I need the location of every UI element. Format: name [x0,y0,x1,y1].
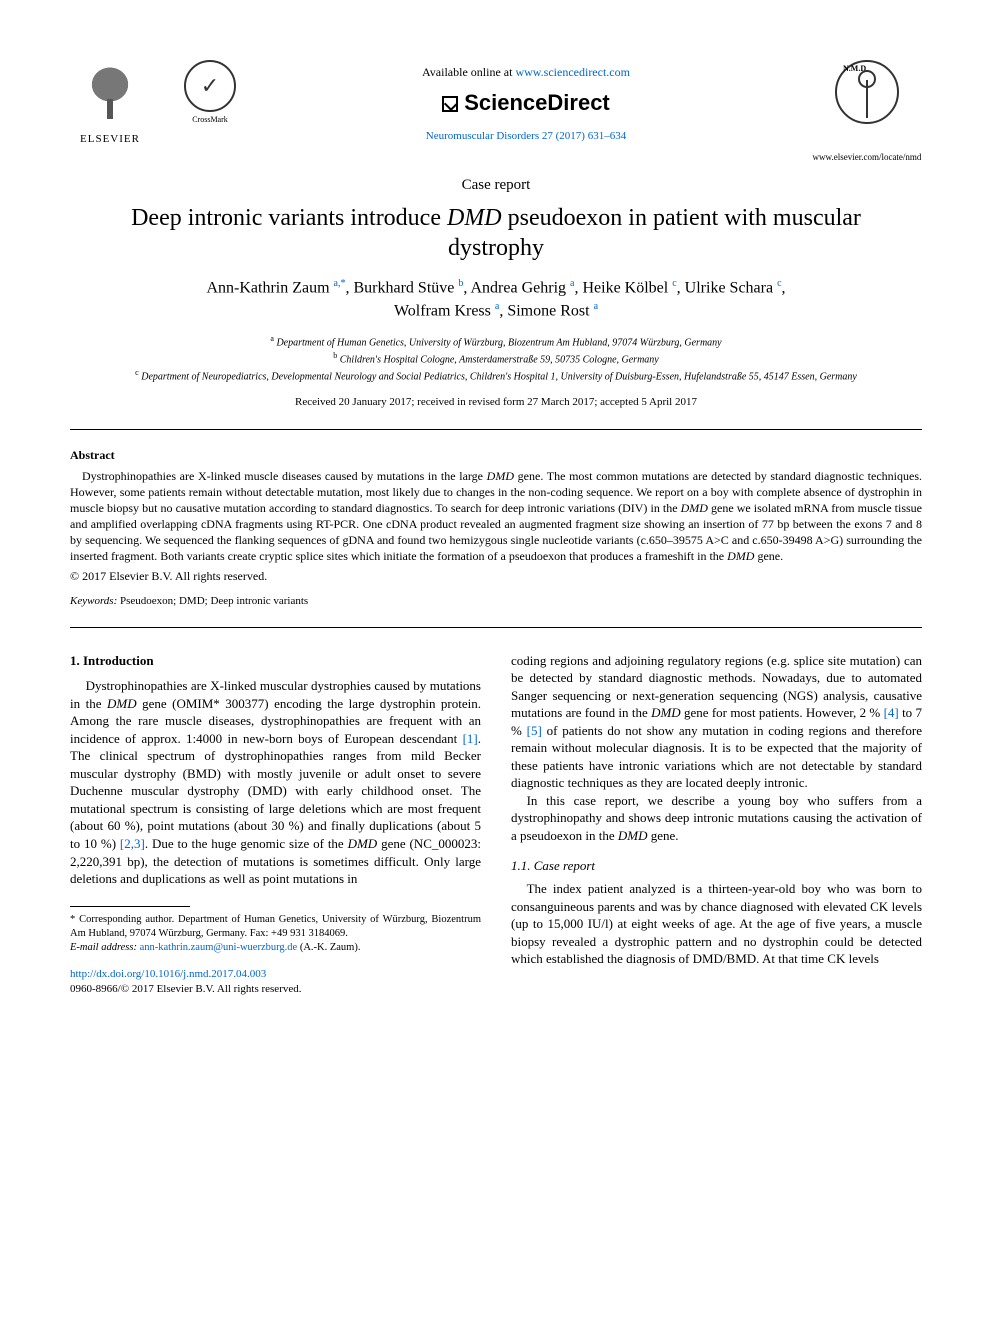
abstract-copyright: © 2017 Elsevier B.V. All rights reserved… [70,569,922,585]
elsevier-logo: ELSEVIER [70,60,150,150]
available-online: Available online at www.sciencedirect.co… [240,65,812,81]
authors: Ann-Kathrin Zaum a,*, Burkhard Stüve b, … [70,277,922,322]
abstract-block: Abstract Dystrophinopathies are X-linked… [70,448,922,609]
header-right: N.M.D www.elsevier.com/locate/nmd [812,60,922,164]
author-5: Ulrike Schara [685,280,773,297]
email-label: E-mail address: [70,942,137,953]
nmd-figure-icon: N.M.D [835,60,899,124]
abs-part-6: gene. [754,549,783,563]
left-column: 1. Introduction Dystrophinopathies are X… [70,652,481,997]
doi-line: http://dx.doi.org/10.1016/j.nmd.2017.04.… [70,967,481,982]
abs-part-1: DMD [487,469,514,483]
author-5-aff: c [777,278,781,289]
title-pre: Deep intronic variants introduce [131,205,447,231]
author-1: Ann-Kathrin Zaum [206,280,329,297]
author-7-aff: a [594,301,598,312]
abs-part-3: DMD [681,501,708,515]
author-3-aff: a [570,278,574,289]
sciencedirect-url-link[interactable]: www.sciencedirect.com [515,65,630,79]
crossmark-logo[interactable]: ✓ CrossMark [180,60,240,130]
rp1-2: gene for most patients. However, 2 % [681,705,884,720]
title-post: pseudoexon in patient with muscular dyst… [448,205,861,261]
affiliation-a: Department of Human Genetics, University… [276,337,721,348]
email-suffix: (A.-K. Zaum). [297,942,360,953]
author-6-aff: a [495,301,499,312]
nmd-label: N.M.D [843,64,866,74]
elsevier-tree-icon [70,60,150,130]
affiliation-c: Department of Neuropediatrics, Developme… [141,372,857,383]
rp2-2: gene. [647,828,678,843]
article-dates: Received 20 January 2017; received in re… [70,395,922,409]
ref-4[interactable]: [4] [884,705,899,720]
abstract-heading: Abstract [70,448,922,464]
rp2-0: In this case report, we describe a young… [511,793,922,843]
intro-heading: 1. Introduction [70,652,481,670]
case-report-paragraph: The index patient analyzed is a thirteen… [511,880,922,968]
journal-ref-link[interactable]: Neuromuscular Disorders 27 (2017) 631–63… [426,130,626,142]
author-3: Andrea Gehrig [471,280,567,297]
rp1-1: DMD [651,705,681,720]
nmd-logo: N.M.D [832,60,902,150]
lp-6: . Due to the huge genomic size of the [145,836,348,851]
intro-paragraph-right-2: In this case report, we describe a young… [511,792,922,845]
page-header: ELSEVIER ✓ CrossMark Available online at… [70,60,922,164]
author-2-aff: b [458,278,463,289]
case-report-heading: 1.1. Case report [511,857,922,875]
divider-bottom [70,627,922,628]
issn-line: 0960-8966/© 2017 Elsevier B.V. All right… [70,982,481,997]
corresponding-author-footnote: * Corresponding author. Department of Hu… [70,913,481,941]
article-title: Deep intronic variants introduce DMD pse… [100,203,892,263]
lp-7: DMD [348,836,378,851]
lp-1: DMD [107,696,137,711]
crossmark-icon: ✓ [184,60,236,112]
divider-top [70,429,922,430]
ref-5[interactable]: [5] [527,723,542,738]
affiliation-b: Children's Hospital Cologne, Amsterdamer… [340,354,659,365]
body-columns: 1. Introduction Dystrophinopathies are X… [70,652,922,997]
author-6: Wolfram Kress [394,302,491,319]
rp2-1: DMD [618,828,648,843]
keywords-label: Keywords: [70,595,117,607]
intro-paragraph-left: Dystrophinopathies are X-linked muscular… [70,677,481,888]
abs-part-0: Dystrophinopathies are X-linked muscle d… [82,469,487,483]
email-link[interactable]: ann-kathrin.zaum@uni-wuerzburg.de [140,942,298,953]
abs-part-5: DMD [727,549,754,563]
journal-reference[interactable]: Neuromuscular Disorders 27 (2017) 631–63… [240,129,812,143]
affiliations: a Department of Human Genetics, Universi… [70,333,922,385]
author-2: Burkhard Stüve [354,280,455,297]
header-center: Available online at www.sciencedirect.co… [240,60,812,143]
elsevier-label: ELSEVIER [70,132,150,146]
available-prefix: Available online at [422,65,515,79]
author-1-aff: a,* [334,278,346,289]
sciencedirect-brand: ScienceDirect [240,89,812,118]
ref-1[interactable]: [1] [463,731,478,746]
sciencedirect-icon [442,96,458,112]
corr-text: * Corresponding author. Department of Hu… [70,914,481,939]
author-4-aff: c [672,278,676,289]
header-left-logos: ELSEVIER ✓ CrossMark [70,60,240,150]
intro-paragraph-right-1: coding regions and adjoining regulatory … [511,652,922,792]
keywords-values: Pseudoexon; DMD; Deep intronic variants [117,595,308,607]
sciencedirect-text: ScienceDirect [464,90,610,115]
ref-2-3[interactable]: [2,3] [120,836,145,851]
crossmark-label: CrossMark [180,115,240,125]
author-4: Heike Kölbel [582,280,668,297]
abstract-text: Dystrophinopathies are X-linked muscle d… [70,468,922,565]
right-column: coding regions and adjoining regulatory … [511,652,922,997]
nmd-url: www.elsevier.com/locate/nmd [812,152,922,164]
email-footnote: E-mail address: ann-kathrin.zaum@uni-wue… [70,941,481,955]
lp-4: . The clinical spectrum of dystrophinopa… [70,731,481,851]
doi-link[interactable]: http://dx.doi.org/10.1016/j.nmd.2017.04.… [70,968,266,980]
rp1-6: of patients do not show any mutation in … [511,723,922,791]
footnote-separator [70,906,190,907]
author-7: Simone Rost [507,302,589,319]
title-italic: DMD [447,205,502,231]
keywords-line: Keywords: Pseudoexon; DMD; Deep intronic… [70,594,922,608]
article-type: Case report [70,176,922,196]
